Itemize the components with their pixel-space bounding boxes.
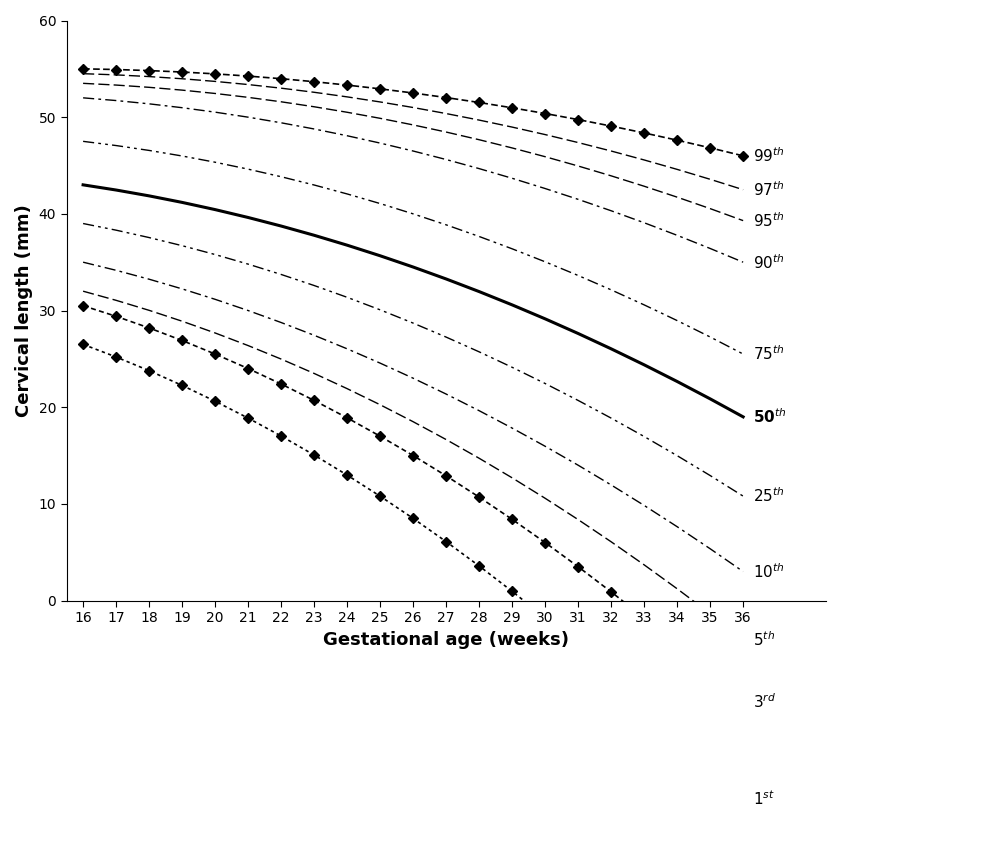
Text: 1$^{st}$: 1$^{st}$	[753, 789, 775, 808]
Text: 10$^{th}$: 10$^{th}$	[753, 562, 785, 581]
Text: 3$^{rd}$: 3$^{rd}$	[753, 693, 776, 711]
Text: 5$^{th}$: 5$^{th}$	[753, 630, 775, 649]
Y-axis label: Cervical length (mm): Cervical length (mm)	[15, 204, 33, 417]
Text: 97$^{th}$: 97$^{th}$	[753, 181, 785, 199]
Text: 95$^{th}$: 95$^{th}$	[753, 211, 785, 230]
Text: 75$^{th}$: 75$^{th}$	[753, 344, 785, 364]
Text: 50$^{th}$: 50$^{th}$	[753, 408, 786, 427]
X-axis label: Gestational age (weeks): Gestational age (weeks)	[323, 631, 569, 649]
Text: 99$^{th}$: 99$^{th}$	[753, 147, 785, 165]
Text: 90$^{th}$: 90$^{th}$	[753, 253, 785, 271]
Text: 25$^{th}$: 25$^{th}$	[753, 487, 785, 505]
